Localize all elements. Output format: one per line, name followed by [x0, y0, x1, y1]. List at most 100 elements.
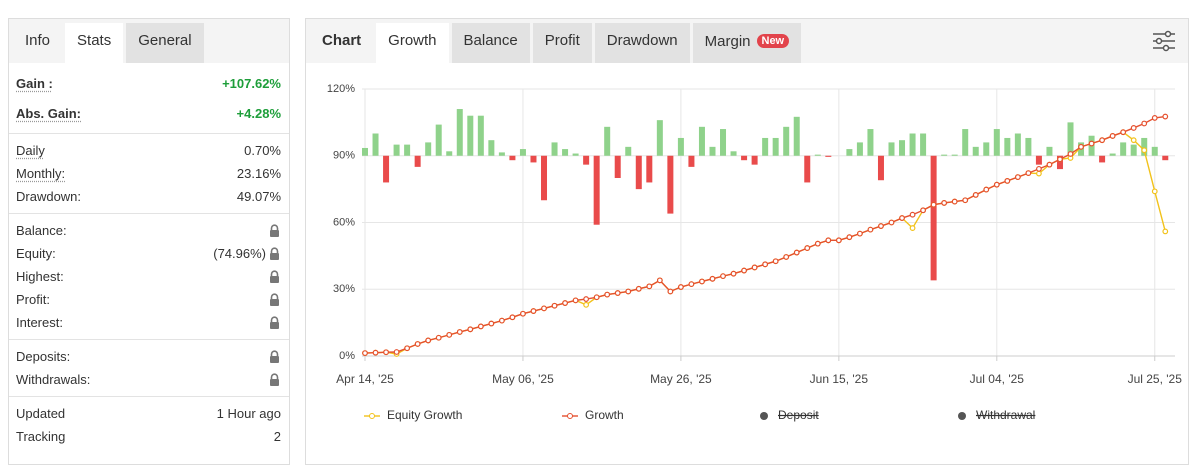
stats-group: Daily 0.70% Monthly: 23.16% Drawdown: 49.07% — [9, 134, 289, 214]
legend-marker — [567, 413, 573, 419]
point — [572, 297, 579, 304]
stat-label: Withdrawals: — [16, 372, 91, 387]
point — [783, 254, 790, 260]
x-tick-label: Jul 25, '25 — [1128, 372, 1183, 386]
tab[interactable]: Drawdown — [594, 23, 690, 63]
tab-bar: Info Stats General — [9, 19, 289, 63]
bar — [583, 155, 590, 165]
stats-row: Equity: (74.96%) — [16, 242, 281, 265]
point — [425, 337, 432, 344]
stat-value: 1 Hour ago — [217, 406, 281, 421]
point — [1088, 140, 1095, 147]
bar — [498, 152, 505, 156]
point — [941, 200, 948, 206]
point — [993, 181, 1000, 188]
badge: New — [756, 34, 790, 48]
bar — [941, 154, 948, 156]
stat-value — [268, 293, 281, 306]
point — [962, 197, 969, 204]
bar — [1141, 137, 1148, 156]
stats-row: Tracking 2 — [16, 425, 281, 448]
stat-text: 0.70% — [244, 143, 281, 158]
chart-panel: Chart Growth Balance Profit Drawdown Margin Ne… — [305, 18, 1189, 465]
bar — [951, 154, 958, 156]
point — [614, 290, 621, 296]
point — [583, 296, 590, 302]
stat-label: Abs. Gain: — [16, 105, 82, 121]
point — [804, 245, 811, 251]
point — [878, 223, 884, 229]
stat-value: 49.07% — [237, 189, 281, 204]
legend-label[interactable]: Deposit — [778, 408, 819, 422]
stat-value: 2 — [274, 429, 281, 444]
bar — [635, 155, 642, 190]
bar — [1004, 137, 1011, 156]
point — [688, 281, 695, 288]
legend-marker — [369, 413, 375, 419]
bar — [677, 137, 684, 156]
stat-text: 2 — [273, 429, 281, 444]
bar — [572, 153, 579, 156]
legend-label[interactable]: Equity Growth — [387, 408, 462, 422]
point — [1057, 156, 1063, 163]
bar — [825, 155, 832, 157]
point — [1078, 143, 1084, 150]
bar — [909, 133, 916, 156]
tab[interactable]: Chart — [310, 23, 373, 63]
bar — [741, 155, 748, 161]
point — [1151, 188, 1158, 195]
settings-icon[interactable] — [1152, 30, 1176, 52]
point — [1162, 228, 1169, 235]
bar — [614, 155, 621, 178]
bar — [362, 147, 368, 156]
point — [646, 283, 653, 290]
bar — [372, 133, 379, 156]
bar — [1035, 155, 1042, 165]
tab[interactable]: Info — [25, 32, 51, 49]
lock-icon — [270, 270, 279, 283]
point — [857, 230, 863, 237]
line — [364, 131, 1166, 355]
point — [583, 301, 590, 308]
bar — [393, 144, 400, 156]
point — [846, 234, 853, 241]
stat-text: 49.07% — [236, 189, 281, 204]
bar — [1130, 144, 1137, 156]
stat-value — [268, 270, 281, 283]
stats-row: Drawdown: 49.07% — [16, 185, 281, 208]
point — [920, 207, 926, 214]
point — [393, 349, 400, 355]
stat-label: Updated — [16, 406, 66, 421]
point — [656, 277, 663, 284]
legend-label[interactable]: Withdrawal — [976, 408, 1035, 422]
tab[interactable]: Balance — [451, 23, 530, 63]
point — [1162, 113, 1169, 120]
point — [435, 334, 442, 341]
bar — [1151, 146, 1158, 156]
stat-value: 0.70% — [244, 143, 281, 158]
bar — [1046, 146, 1053, 156]
legend-label[interactable]: Growth — [585, 408, 624, 422]
tab[interactable]: Profit — [532, 23, 592, 63]
bar — [383, 155, 390, 183]
lock-icon — [270, 350, 279, 363]
stats-row: Profit: — [16, 288, 281, 311]
stats-row: Withdrawals: — [16, 368, 281, 391]
tab-label: Profit — [544, 32, 580, 49]
tab[interactable]: Stats — [65, 23, 124, 63]
tab[interactable]: Growth — [376, 23, 449, 63]
x-tick-label: May 26, '25 — [650, 372, 712, 386]
tab[interactable]: Margin New — [692, 23, 802, 63]
tab-label: Balance — [463, 32, 518, 49]
bar — [519, 149, 526, 156]
bar — [814, 154, 821, 156]
tab[interactable]: General — [126, 23, 204, 63]
bar — [667, 155, 674, 214]
x-tick-label: Jun 15, '25 — [810, 372, 869, 386]
point — [498, 317, 505, 324]
point — [1036, 165, 1042, 172]
bar — [730, 151, 737, 156]
point — [414, 341, 421, 347]
bar — [867, 129, 874, 156]
point — [604, 291, 611, 298]
